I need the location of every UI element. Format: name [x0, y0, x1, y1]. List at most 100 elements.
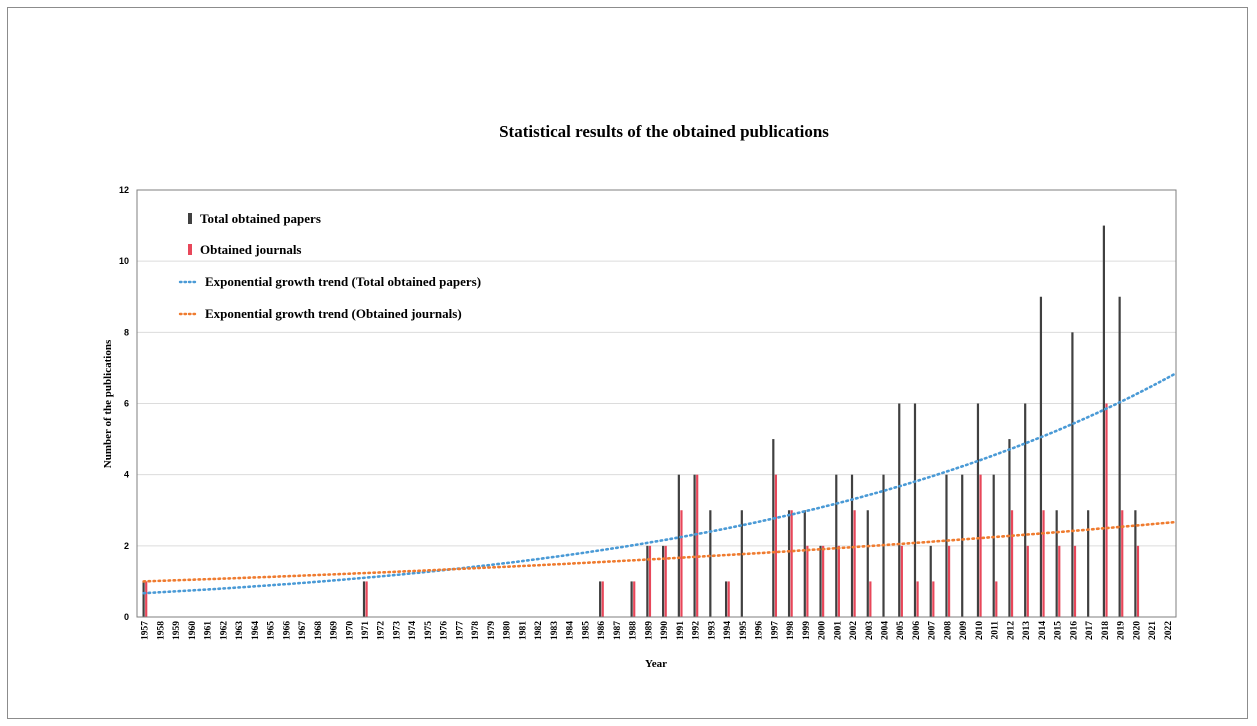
x-tick-label: 2014: [1038, 621, 1048, 640]
x-tick-label: 1959: [172, 621, 182, 640]
bar-total-papers: [1087, 510, 1090, 617]
gridlines: [137, 260, 1176, 547]
x-tick-label: 2012: [1006, 621, 1016, 640]
bar-total-papers: [945, 474, 948, 617]
bar-journals: [932, 581, 935, 617]
bar-journals: [869, 581, 872, 617]
bar-journals: [853, 510, 856, 617]
bar-journals: [995, 581, 998, 617]
bar-total-papers: [142, 581, 145, 617]
axes: 0 2 4 6 8 10 12 1957 1958 1959 1960 1961 1962 1963 196…: [119, 185, 1177, 640]
bar-journals: [727, 581, 730, 617]
x-tick-label: 2022: [1164, 621, 1174, 640]
x-tick-label: 1990: [660, 621, 670, 640]
x-tick-label: 2006: [912, 621, 922, 640]
bar-total-papers: [835, 474, 838, 617]
x-tick-label: 2018: [1101, 621, 1111, 640]
x-tick-label: 1976: [440, 621, 450, 640]
x-tick-label: 2013: [1022, 621, 1032, 640]
x-tick-label: 1989: [644, 621, 654, 640]
x-tick-label: 1984: [566, 621, 576, 640]
x-tick-label: 1971: [361, 621, 371, 640]
x-tick-label: 1978: [471, 621, 481, 640]
bar-journals: [916, 581, 919, 617]
bar-journals: [947, 545, 951, 617]
x-tick-label: 2008: [943, 621, 953, 640]
x-tick-label: 1986: [597, 621, 607, 640]
x-tick-label: 1962: [219, 621, 229, 640]
bar-journals: [633, 581, 636, 617]
x-tick-label: 2010: [975, 621, 985, 640]
x-tick-label: 2004: [881, 621, 891, 640]
x-tick-label: 2021: [1148, 621, 1158, 640]
bar-journals: [900, 545, 903, 617]
bar-journals: [1042, 510, 1045, 617]
x-tick-label: 1977: [455, 621, 465, 640]
x-tick-label: 1957: [141, 621, 151, 640]
x-tick-label: 1963: [235, 621, 245, 640]
bar-total-papers: [630, 581, 633, 617]
bar-journals: [822, 545, 825, 617]
bar-journals: [790, 510, 793, 617]
bars: [142, 225, 1140, 618]
bar-journals: [837, 545, 840, 617]
bar-journals: [601, 581, 604, 617]
bar-total-papers: [709, 510, 712, 617]
y-tick-label: 10: [119, 256, 129, 266]
bar-total-papers: [724, 581, 728, 617]
x-tick-label: 1997: [770, 621, 780, 640]
x-tick-label: 1983: [550, 621, 560, 640]
y-tick-label: 0: [124, 612, 129, 622]
bar-total-papers: [1008, 439, 1011, 617]
x-tick-label: 1982: [534, 621, 544, 640]
x-tick-label: 1999: [802, 621, 812, 640]
x-tick-label: 1995: [739, 621, 749, 640]
bar-total-papers: [819, 545, 822, 617]
bar-total-papers: [803, 510, 806, 617]
bar-total-papers: [1134, 510, 1137, 617]
x-tick-label: 1985: [581, 621, 591, 640]
x-tick-label: 1981: [518, 621, 528, 640]
bar-total-papers: [976, 403, 980, 617]
x-tick-label: 2002: [849, 621, 859, 640]
x-tick-label: 1988: [629, 621, 639, 640]
x-tick-label: 1965: [267, 621, 277, 640]
bar-journals: [680, 510, 683, 617]
y-tick-label: 12: [119, 185, 129, 195]
bar-total-papers: [662, 545, 665, 617]
legend: Total obtained papers Obtained journals Ex…: [178, 211, 481, 321]
bar-total-papers: [1118, 296, 1121, 617]
bar-journals: [664, 545, 667, 617]
bar-total-papers: [693, 474, 696, 617]
trendline-total-papers: [142, 371, 1178, 595]
bar-journals: [979, 474, 982, 617]
bar-total-papers: [961, 474, 964, 617]
legend-label-trend-total: Exponential growth trend (Total obtained…: [205, 274, 481, 289]
bar-journals: [1026, 545, 1029, 617]
x-tick-label: 2019: [1117, 621, 1127, 640]
bar-total-papers: [1071, 332, 1074, 617]
bar-total-papers: [1039, 296, 1043, 617]
x-tick-label: 1994: [723, 621, 733, 640]
x-tick-label: 1998: [786, 621, 796, 640]
trendlines: [142, 371, 1178, 595]
y-tick-label: 2: [124, 541, 129, 551]
bar-total-papers: [740, 510, 743, 617]
x-tick-label: 1979: [487, 621, 497, 640]
x-tick-label: 2017: [1085, 621, 1095, 640]
x-tick-label: 1967: [298, 621, 308, 640]
bar-total-papers: [787, 510, 791, 617]
x-tick-label: 1992: [692, 621, 702, 640]
bar-total-papers: [898, 403, 901, 617]
bar-journals: [806, 545, 809, 617]
plot-border: [136, 189, 1177, 618]
legend-label-trend-journals: Exponential growth trend (Obtained journ…: [205, 306, 462, 321]
bar-total-papers: [1055, 510, 1058, 617]
x-tick-label: 1960: [188, 621, 198, 640]
x-tick-label: 2011: [991, 621, 1001, 640]
bar-total-papers: [850, 474, 854, 617]
bar-journals: [145, 581, 148, 617]
bar-total-papers: [677, 474, 680, 617]
x-tick-label: 2001: [833, 621, 843, 640]
